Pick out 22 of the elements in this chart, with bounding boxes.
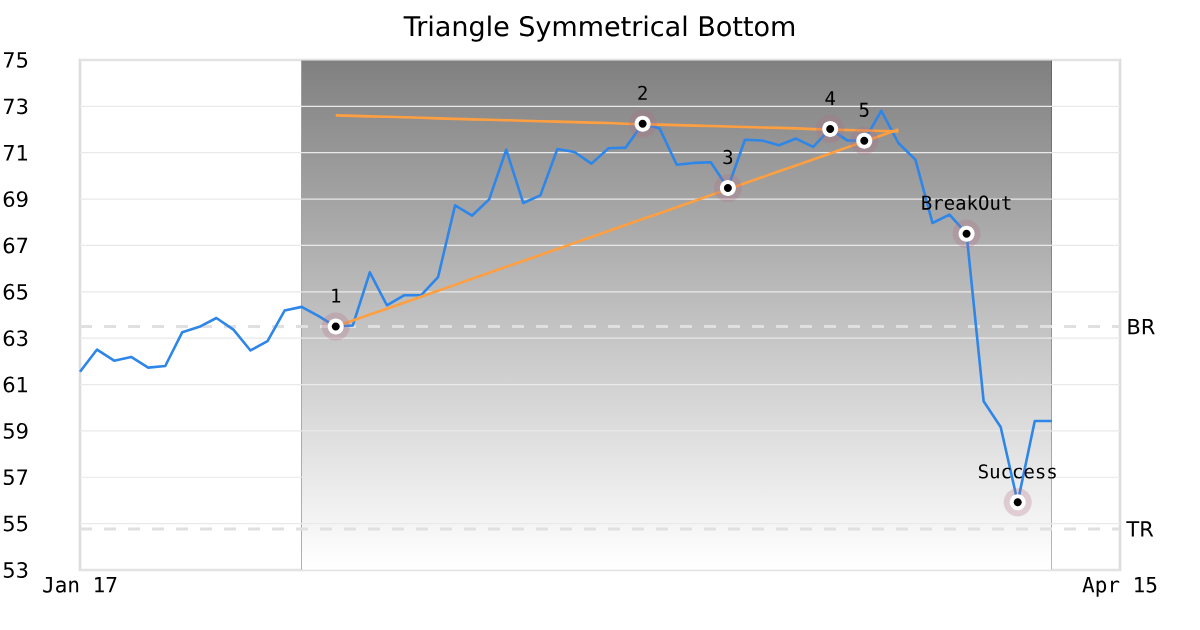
y-tick-label: 59: [3, 422, 28, 439]
annotation: 3: [723, 149, 733, 165]
y-tick-label: 75: [3, 52, 28, 68]
x-tick-label: Apr 15: [1082, 577, 1157, 597]
annotation: 2: [638, 85, 647, 100]
y-tick-label: 65: [3, 283, 28, 300]
ref-line-label: BR: [1128, 318, 1155, 335]
y-tick-label: 67: [3, 237, 28, 254]
y-tick-label: 69: [3, 191, 28, 208]
annotation: 4: [825, 91, 835, 106]
y-tick-label: 73: [3, 98, 28, 115]
y-tick-label: 71: [3, 145, 28, 161]
y-tick-label: 61: [3, 376, 28, 393]
annotation: 1: [332, 288, 341, 303]
y-tick-label: 63: [3, 330, 28, 347]
y-tick-label: 57: [3, 469, 28, 486]
ref-line-label: TR: [1126, 521, 1154, 537]
y-tick-label: 53: [3, 562, 28, 578]
y-tick-label: 55: [3, 515, 28, 532]
x-tick-label: Jan 17: [43, 577, 117, 593]
chart-title: Triangle Symmetrical Bottom: [403, 15, 795, 42]
annotation: 5: [859, 102, 869, 117]
